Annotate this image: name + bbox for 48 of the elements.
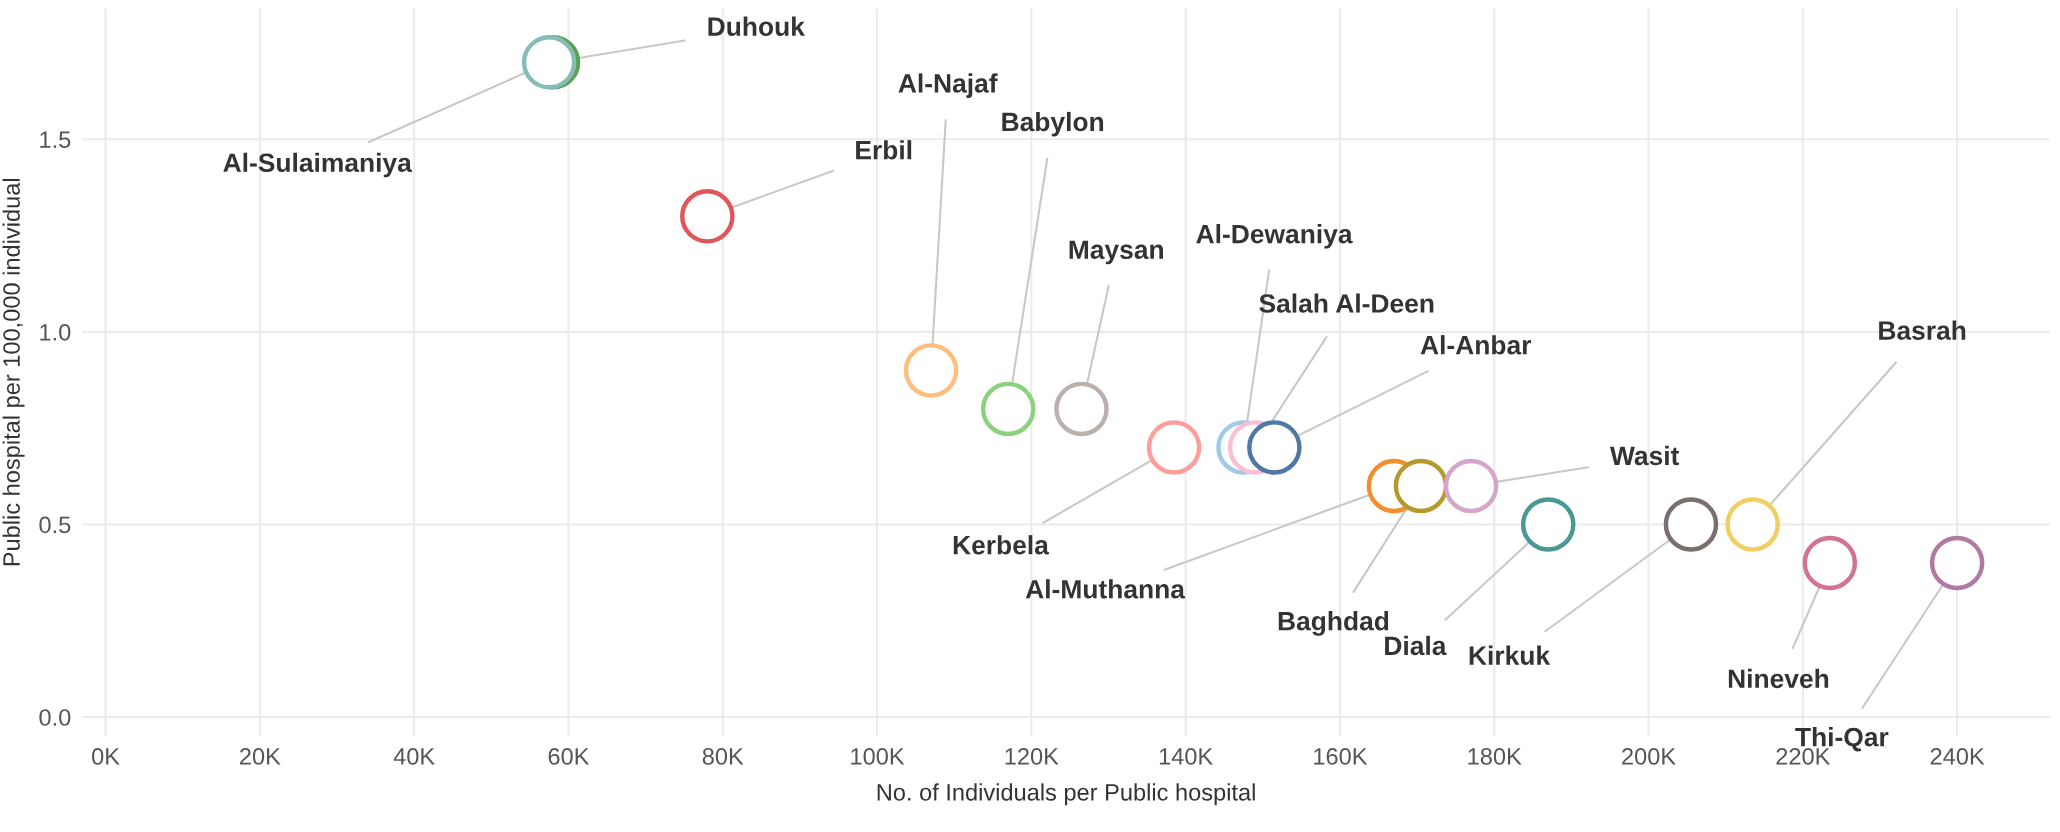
- point: [680, 189, 735, 244]
- x-tick-label: 40K: [393, 748, 435, 765]
- point: [1247, 420, 1302, 475]
- annotation: Al-Najaf: [898, 73, 998, 98]
- annotation: Basrah: [1879, 320, 1966, 340]
- annotation: Al-Muthanna: [1025, 579, 1186, 599]
- point: [903, 343, 959, 398]
- x-tick-label: 80K: [702, 748, 744, 765]
- point: [1443, 458, 1499, 514]
- x-tick-label: 20K: [240, 748, 281, 765]
- point: [1520, 497, 1576, 552]
- x-tick-label: 240K: [1930, 748, 1985, 765]
- x-tick-label: 160K: [1314, 748, 1368, 765]
- point: [1929, 535, 1985, 591]
- annotation: Diala: [1385, 635, 1447, 656]
- point: [1393, 458, 1449, 514]
- annotation: Duhouk: [708, 16, 805, 36]
- y-tick-label: 0.5: [39, 516, 71, 534]
- annotation: Al-Dewaniya: [1196, 224, 1353, 249]
- y-tick-label: 0.0: [39, 709, 71, 726]
- y-tick-label: 1.0: [40, 323, 71, 341]
- y-axis-title: Public hospital per 100,000 individual: [2, 178, 25, 566]
- annotation: Salah Al-Deen: [1259, 293, 1434, 313]
- annotation: Babylon: [1002, 111, 1104, 137]
- x-tick-label: 200K: [1622, 748, 1676, 765]
- annotation: Baghdad: [1278, 611, 1389, 636]
- annotation: Al-Anbar: [1420, 335, 1532, 355]
- y-tick-label: 1.5: [40, 131, 71, 149]
- x-tick-label: 120K: [1005, 748, 1059, 765]
- x-tick-label: 100K: [851, 748, 905, 765]
- x-tick-label: 0K: [92, 748, 120, 765]
- annotation: Nineveh: [1728, 668, 1829, 689]
- point: [1725, 497, 1780, 552]
- annotation: Maysan: [1069, 240, 1163, 265]
- x-tick-label: 140K: [1159, 748, 1213, 765]
- annotation: Kerbela: [953, 535, 1050, 555]
- annotation: Wasit: [1610, 445, 1680, 466]
- point: [980, 381, 1036, 437]
- annotation: Al-Sulaimaniya: [223, 152, 412, 178]
- annotation: Kirkuk: [1469, 645, 1551, 665]
- point: [1802, 535, 1858, 591]
- point: [1146, 420, 1202, 475]
- annotation: Erbil: [856, 140, 912, 160]
- point: [1054, 381, 1109, 437]
- x-tick-label: 180K: [1468, 748, 1522, 765]
- x-tick-label: 60K: [548, 748, 590, 765]
- x-axis-title: No. of Individuals per Public hospital: [877, 783, 1255, 806]
- point: [1663, 497, 1719, 552]
